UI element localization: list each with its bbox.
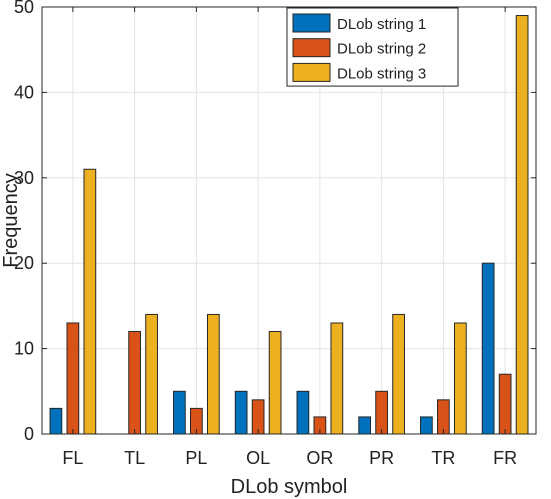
legend: DLob string 1 DLob string 2 DLob string 3 (286, 7, 459, 87)
y-tick-label-5: 50 (14, 0, 34, 17)
x-axis-ticks: FL TL PL OL OR PR TR FR (62, 7, 517, 468)
x-tick-label-PR: PR (369, 448, 394, 468)
y-axis-ticks: 0 10 20 30 40 50 (14, 0, 536, 444)
bar-series-2-TL (128, 331, 141, 435)
bar-series-3-OL (268, 331, 282, 435)
x-tick-label-OR: OR (306, 448, 333, 468)
bar-series-1-TR (420, 416, 433, 435)
y-tick-label-2: 20 (14, 253, 34, 273)
bar-series-3-OR (330, 322, 344, 435)
bar-series-3-PL (206, 313, 220, 435)
x-tick-label-PL: PL (185, 448, 207, 468)
bar-series-3-FL (83, 168, 97, 435)
y-tick-label-3: 30 (14, 168, 34, 188)
bars (49, 15, 529, 435)
legend-label-2: DLob string 2 (337, 41, 426, 58)
bar-series-3-TR (453, 322, 467, 435)
x-tick-label-FL: FL (62, 448, 83, 468)
legend-swatch-1 (292, 13, 331, 33)
legend-label-1: DLob string 1 (337, 16, 426, 33)
x-tick-label-TL: TL (124, 448, 145, 468)
x-tick-label-OL: OL (246, 448, 270, 468)
bar-series-1-FL (49, 407, 63, 435)
bar-series-1-FR (481, 262, 495, 435)
y-tick-label-4: 40 (14, 82, 34, 102)
y-axis-label: Frequency (0, 173, 22, 268)
bar-series-2-PR (375, 390, 388, 435)
bar-series-2-FR (498, 373, 512, 435)
y-tick-label-0: 0 (24, 424, 34, 444)
y-tick-label-1: 10 (14, 339, 34, 359)
bar-series-3-PR (392, 313, 405, 435)
legend-swatch-3 (292, 62, 331, 82)
legend-label-3: DLob string 3 (337, 65, 426, 82)
bar-series-2-OL (251, 399, 265, 435)
bar-series-1-OR (296, 390, 310, 435)
x-axis-label: DLob symbol (231, 476, 348, 498)
bar-series-1-PR (358, 416, 372, 435)
bar-series-3-TL (145, 313, 158, 435)
bar-series-2-TR (437, 399, 450, 435)
x-tick-label-FR: FR (493, 448, 517, 468)
bar-series-1-OL (234, 390, 248, 435)
bar-series-1-PL (173, 390, 186, 435)
plot-area-frame (41, 6, 537, 435)
legend-swatch-2 (292, 38, 331, 58)
bar-series-3-FR (515, 15, 529, 435)
bar-series-2-FL (66, 322, 80, 435)
x-tick-label-TR: TR (431, 448, 455, 468)
